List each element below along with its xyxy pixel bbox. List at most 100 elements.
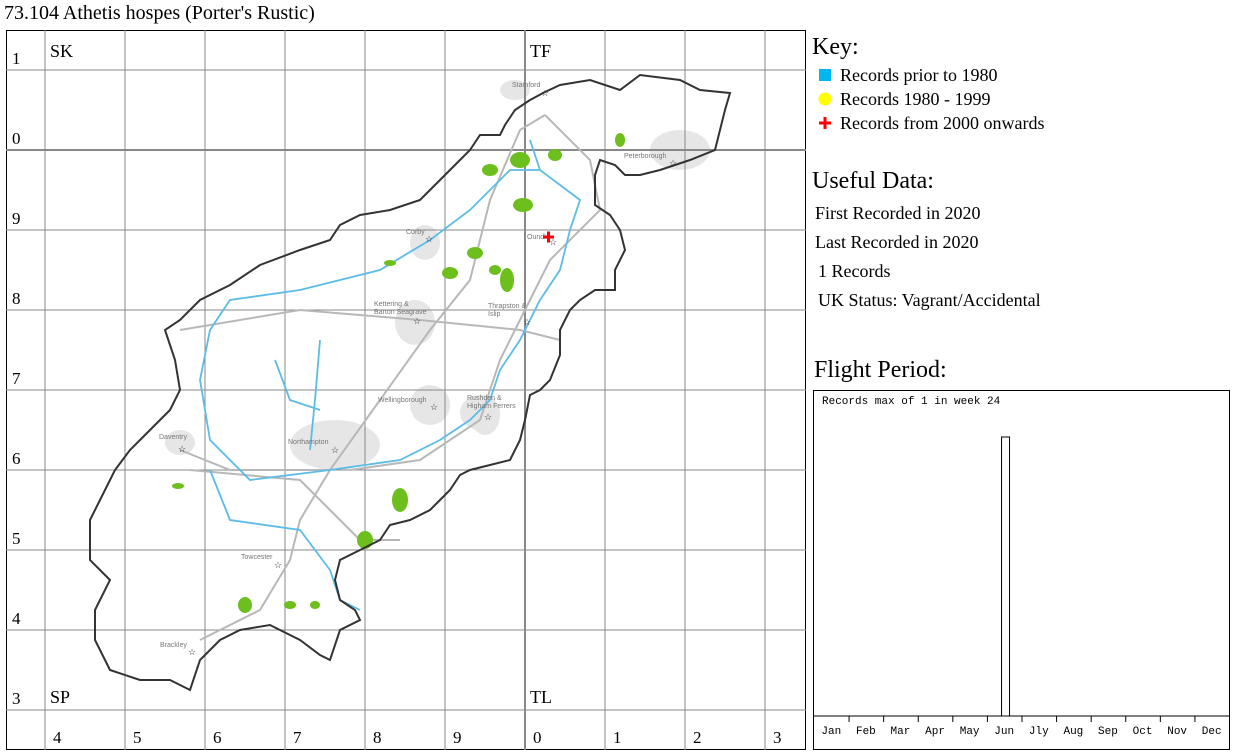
urban-area <box>395 300 435 345</box>
urban-area <box>500 80 530 100</box>
river <box>309 339 321 451</box>
key-item-label: Records from 2000 onwards <box>840 112 1045 133</box>
town-label: Islip <box>488 311 501 318</box>
square-symbol-icon <box>819 69 831 81</box>
town-star-icon: ☆ <box>331 445 339 455</box>
row-label: 6 <box>12 449 21 468</box>
last-recorded: Last Recorded in 2020 <box>815 232 979 252</box>
urban-area <box>165 430 195 455</box>
month-label: Aug <box>1063 726 1083 738</box>
month-label: Nov <box>1167 726 1187 738</box>
month-label: Oct <box>1133 726 1153 738</box>
woodland <box>442 267 458 279</box>
col-label: 3 <box>773 728 782 747</box>
town-star-icon: ☆ <box>484 412 492 422</box>
month-label: Feb <box>856 726 876 738</box>
woodland <box>482 164 498 176</box>
key-item-label: Records 1980 - 1999 <box>840 88 991 109</box>
key-heading: Key: <box>812 34 859 60</box>
grid-square-label: SP <box>50 687 70 707</box>
month-label: Jun <box>994 726 1014 738</box>
col-label: 0 <box>533 728 542 747</box>
row-label: 8 <box>12 289 21 308</box>
month-label: Apr <box>925 726 945 738</box>
grid-square-label: SK <box>50 41 73 61</box>
month-label: Sep <box>1098 726 1118 738</box>
town-label: Thrapston & <box>488 303 526 310</box>
col-label: 5 <box>133 728 142 747</box>
town-star-icon: ☆ <box>549 237 557 247</box>
road <box>179 308 561 341</box>
woodland <box>467 247 483 259</box>
first-recorded: First Recorded in 2020 <box>815 203 981 223</box>
key-item: Records prior to 1980 <box>818 63 1044 87</box>
town-star-icon: ☆ <box>413 316 421 326</box>
woodland <box>615 133 625 147</box>
woodland <box>172 483 184 489</box>
key-item: Records 1980 - 1999 <box>818 87 1044 111</box>
row-label: 3 <box>12 689 21 708</box>
col-label: 9 <box>453 728 462 747</box>
town-star-icon: ☆ <box>669 158 677 168</box>
useful-data: Useful Data: First Recorded in 2020 Last… <box>812 168 1041 315</box>
distribution-map: ☆Stamford☆Peterborough☆Corby☆Oundle☆Kett… <box>6 30 806 750</box>
road <box>199 469 331 641</box>
town-label: Higham Ferrers <box>467 403 516 410</box>
col-label: 1 <box>613 728 622 747</box>
town-star-icon: ☆ <box>188 647 196 657</box>
town-star-icon: ☆ <box>425 234 433 244</box>
town-label: Oundle <box>527 234 550 241</box>
row-label: 7 <box>12 369 21 388</box>
col-label: 6 <box>213 728 222 747</box>
town-label: Daventry <box>159 434 188 441</box>
urban-area <box>410 385 450 425</box>
row-label: 0 <box>12 129 21 148</box>
town-label: Wellingborough <box>378 397 427 404</box>
useful-data-heading: Useful Data: <box>812 168 934 194</box>
town-label: Peterborough <box>624 153 667 160</box>
month-label: Jly <box>1029 726 1049 738</box>
col-label: 7 <box>293 728 302 747</box>
woodland <box>392 488 408 512</box>
woodland <box>384 260 396 266</box>
road <box>179 114 546 471</box>
town-star-icon: ☆ <box>430 402 438 412</box>
woodland <box>238 597 252 613</box>
urban-area <box>470 395 500 435</box>
month-label: May <box>960 726 980 738</box>
road <box>349 114 602 471</box>
flight-period-heading: Flight Period: <box>814 357 947 383</box>
col-label: 8 <box>373 728 382 747</box>
month-label: Dec <box>1202 726 1222 738</box>
row-label: 5 <box>12 529 21 548</box>
cross-bar <box>823 117 827 129</box>
key-item-label: Records prior to 1980 <box>840 64 998 85</box>
woodland <box>548 149 562 161</box>
river <box>274 359 321 411</box>
town-label: Northampton <box>288 439 329 446</box>
woodland <box>489 265 501 275</box>
town-star-icon: ☆ <box>178 444 186 454</box>
grid-square-label: TF <box>530 41 551 61</box>
town-label: Stamford <box>512 82 541 89</box>
woodland <box>284 601 296 609</box>
uk-status: UK Status: Vagrant/Accidental <box>818 290 1041 310</box>
chart-annotation: Records max of 1 in week 24 <box>822 396 1001 408</box>
town-label: Brackley <box>160 642 187 649</box>
record-cross-icon <box>543 231 554 243</box>
month-label: Mar <box>891 726 911 738</box>
town-star-icon: ☆ <box>541 88 549 98</box>
month-label: Jan <box>821 726 841 738</box>
row-label: 1 <box>12 49 21 68</box>
woodland <box>513 198 533 212</box>
grid-square-label: TL <box>530 687 552 707</box>
town-star-icon: ☆ <box>274 560 282 570</box>
week-bar <box>1001 436 1011 717</box>
flight-period-chart: Records max of 1 in week 24 Jan Feb Mar Apr… <box>813 390 1230 750</box>
woodland <box>310 601 320 609</box>
woodland <box>357 531 373 549</box>
page-title: 73.104 Athetis hospes (Porter's Rustic) <box>4 2 315 24</box>
record-count: 1 Records <box>818 261 891 281</box>
circle-mark <box>818 92 832 106</box>
square-mark <box>819 69 831 81</box>
